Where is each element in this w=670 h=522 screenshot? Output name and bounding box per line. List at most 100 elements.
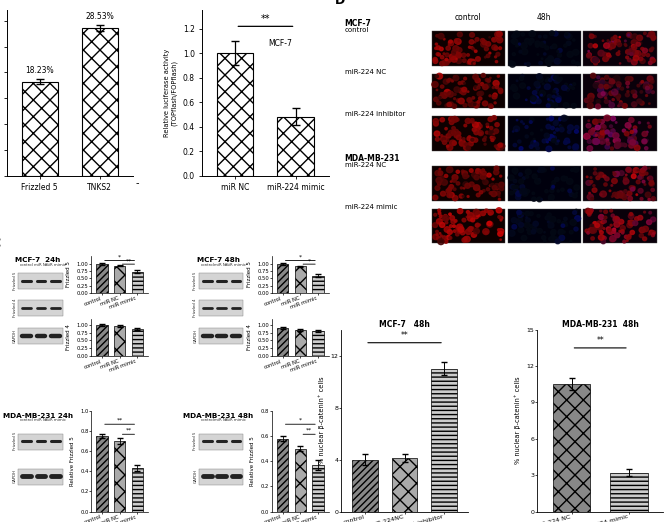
Circle shape bbox=[498, 229, 500, 231]
Circle shape bbox=[604, 210, 608, 213]
Circle shape bbox=[526, 62, 531, 66]
Circle shape bbox=[624, 132, 629, 136]
Circle shape bbox=[588, 120, 590, 122]
Circle shape bbox=[440, 61, 444, 66]
Circle shape bbox=[542, 169, 546, 172]
Circle shape bbox=[448, 41, 451, 43]
Circle shape bbox=[458, 209, 463, 213]
Circle shape bbox=[616, 192, 621, 197]
Circle shape bbox=[585, 208, 590, 213]
Circle shape bbox=[552, 44, 557, 49]
Circle shape bbox=[609, 86, 611, 88]
Circle shape bbox=[471, 60, 475, 64]
Circle shape bbox=[637, 99, 642, 103]
Circle shape bbox=[589, 228, 592, 231]
Circle shape bbox=[603, 220, 606, 223]
Circle shape bbox=[516, 220, 521, 224]
Circle shape bbox=[488, 117, 493, 122]
Circle shape bbox=[651, 234, 655, 236]
Bar bbox=[131, 272, 143, 293]
Circle shape bbox=[454, 134, 458, 138]
Circle shape bbox=[630, 186, 635, 190]
Circle shape bbox=[592, 188, 597, 192]
Circle shape bbox=[531, 98, 537, 103]
Circle shape bbox=[487, 221, 492, 226]
Circle shape bbox=[637, 85, 640, 87]
Circle shape bbox=[633, 129, 636, 133]
Text: MCF-7: MCF-7 bbox=[344, 19, 372, 28]
Circle shape bbox=[628, 220, 634, 226]
Circle shape bbox=[541, 94, 542, 96]
Bar bbox=[431, 74, 505, 108]
Circle shape bbox=[545, 58, 551, 64]
Circle shape bbox=[553, 32, 558, 36]
Circle shape bbox=[433, 122, 438, 126]
Circle shape bbox=[604, 100, 608, 103]
Circle shape bbox=[542, 43, 543, 44]
Circle shape bbox=[609, 190, 611, 192]
Text: *: * bbox=[118, 255, 121, 259]
Circle shape bbox=[496, 145, 502, 150]
Circle shape bbox=[434, 131, 440, 136]
Circle shape bbox=[441, 135, 443, 136]
Circle shape bbox=[519, 51, 522, 53]
Circle shape bbox=[553, 139, 556, 142]
Circle shape bbox=[436, 177, 442, 183]
Circle shape bbox=[640, 82, 642, 84]
Circle shape bbox=[610, 125, 612, 128]
Circle shape bbox=[591, 57, 597, 63]
Circle shape bbox=[651, 58, 655, 63]
Circle shape bbox=[559, 77, 562, 80]
Circle shape bbox=[638, 175, 642, 179]
Circle shape bbox=[613, 216, 619, 222]
Text: control: control bbox=[344, 27, 369, 33]
Circle shape bbox=[515, 185, 519, 188]
Bar bbox=[18, 273, 62, 289]
Circle shape bbox=[464, 237, 467, 240]
Circle shape bbox=[471, 138, 474, 141]
Circle shape bbox=[619, 103, 622, 106]
Bar bbox=[277, 117, 314, 175]
Circle shape bbox=[633, 56, 639, 61]
Text: Frizzled 4: Frizzled 4 bbox=[13, 299, 17, 317]
Circle shape bbox=[436, 34, 438, 37]
Circle shape bbox=[647, 76, 653, 81]
Circle shape bbox=[466, 210, 470, 213]
Circle shape bbox=[594, 226, 598, 229]
Circle shape bbox=[453, 225, 456, 228]
Circle shape bbox=[572, 60, 575, 64]
Circle shape bbox=[617, 43, 622, 46]
Circle shape bbox=[632, 34, 637, 39]
Circle shape bbox=[557, 220, 561, 223]
Circle shape bbox=[467, 98, 472, 102]
Circle shape bbox=[649, 31, 655, 37]
Circle shape bbox=[569, 86, 572, 88]
Circle shape bbox=[539, 41, 546, 48]
Circle shape bbox=[604, 216, 607, 219]
Circle shape bbox=[590, 73, 596, 78]
Circle shape bbox=[512, 224, 517, 229]
Circle shape bbox=[435, 75, 438, 78]
Circle shape bbox=[604, 43, 610, 49]
Circle shape bbox=[462, 170, 464, 173]
Circle shape bbox=[520, 188, 526, 194]
Circle shape bbox=[453, 120, 455, 121]
Circle shape bbox=[600, 130, 606, 135]
Circle shape bbox=[624, 182, 626, 184]
Circle shape bbox=[543, 240, 546, 242]
Circle shape bbox=[449, 40, 452, 43]
Circle shape bbox=[449, 213, 452, 216]
Circle shape bbox=[600, 81, 607, 87]
Circle shape bbox=[548, 197, 552, 200]
Circle shape bbox=[463, 174, 468, 179]
Circle shape bbox=[546, 137, 549, 141]
Circle shape bbox=[460, 231, 465, 235]
Circle shape bbox=[456, 233, 459, 236]
Bar bbox=[198, 273, 243, 289]
Circle shape bbox=[619, 63, 620, 64]
Circle shape bbox=[547, 141, 548, 143]
Bar bbox=[96, 325, 108, 356]
Circle shape bbox=[490, 105, 493, 108]
Circle shape bbox=[639, 227, 645, 233]
Circle shape bbox=[521, 235, 527, 241]
